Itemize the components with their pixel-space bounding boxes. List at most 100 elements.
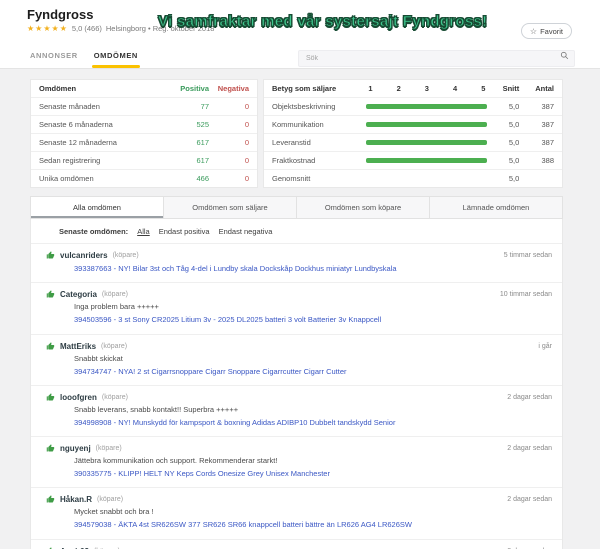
rating-bar [366, 122, 488, 127]
row-label: Senaste 12 månaderna [39, 138, 117, 147]
review-timestamp: 5 timmar sedan [503, 252, 552, 259]
review-role: (köpare) [94, 548, 120, 549]
feedback-summary-table: Omdömen Positiva Negativa Senaste månade… [30, 79, 258, 188]
rating-scale: 1 2 3 4 5 [366, 84, 487, 93]
rating-row: Objektsbeskrivning 5,0 387 [264, 97, 562, 115]
thumbs-up-icon [46, 290, 55, 298]
tab-omdomen-som-kopare[interactable]: Omdömen som köpare [297, 196, 430, 219]
table-row: Senaste 12 månaderna 617 0 [31, 133, 257, 151]
review-item: Categoria (köpare) Inga problem bara +++… [31, 282, 562, 333]
rating-label: Kommunikation [272, 120, 324, 129]
scale-1: 1 [368, 84, 373, 93]
review-item-link[interactable]: 394998908 - NY! Munskydd för kampsport &… [74, 417, 396, 427]
search-input[interactable] [298, 50, 575, 67]
col-positiva: Positiva [180, 84, 209, 93]
rating-row: Kommunikation 5,0 387 [264, 115, 562, 133]
favorite-button-label: Favorit [540, 26, 563, 36]
ratings-footer-row: Genomsnitt 5,0 [264, 169, 562, 187]
review-username[interactable]: looofgren [60, 392, 97, 402]
rating-row: Leveranstid 5,0 387 [264, 133, 562, 151]
col-negativa: Negativa [217, 84, 249, 93]
review-username[interactable]: Anci-63 [60, 547, 89, 549]
review-username[interactable]: nguyenj [60, 444, 91, 453]
shipping-banner: Vi samfraktar med vår systersajt Fyndgro… [158, 13, 488, 31]
rating-count: 387 [541, 120, 554, 129]
review-item: Anci-63 (köpare) Snabb leverans! 3951269… [31, 538, 562, 549]
location-registered: Helsingborg • Reg. oktober 2018 [105, 24, 215, 33]
rating-summary: 5,0 (466) [71, 24, 102, 33]
positive-count: 617 [196, 156, 209, 165]
thumbs-up-icon [46, 251, 55, 259]
rating-bar [366, 140, 488, 145]
profile-header: Fyndgross ★★★★★ 5,0 (466) Helsingborg • … [0, 0, 600, 42]
positive-count: 466 [196, 174, 209, 183]
positive-count: 617 [196, 138, 209, 147]
thumbs-up-icon [46, 495, 55, 503]
review-comment: Inga problem bara +++++ [74, 302, 159, 312]
row-label: Unika omdömen [39, 174, 94, 183]
tab-omdomen[interactable]: OMDÖMEN [91, 50, 141, 68]
review-comment: Jättebra kommunikation och support. Reko… [74, 456, 278, 465]
review-role: (köpare) [112, 252, 139, 259]
review-username[interactable]: MattEriks [60, 341, 97, 351]
thumbs-up-icon [46, 341, 55, 349]
review-username[interactable]: Håkan.R [60, 495, 93, 505]
review-item-link[interactable]: 394579038 - ÄKTA 4st SR626SW 377 SR626 S… [74, 520, 412, 530]
rating-avg: 5,0 [508, 120, 520, 129]
review-timestamp: i går [538, 342, 552, 350]
average-value: 5,0 [508, 174, 520, 183]
review-username[interactable]: Categoria [60, 290, 97, 300]
review-role: (köpare) [95, 445, 122, 452]
review-username[interactable]: vulcanriders [60, 251, 108, 260]
rating-row: Fraktkostnad 5,0 388 [264, 151, 562, 169]
review-head: Håkan.R (köpare) [46, 495, 552, 504]
filter-endast-negativa[interactable]: Endast negativa [218, 227, 273, 236]
review-head: looofgren (köpare) [46, 393, 552, 402]
stats-cards: Omdömen Positiva Negativa Senaste månade… [30, 79, 563, 188]
thumbs-up-icon [46, 393, 55, 401]
col-antal: Antal [535, 84, 554, 93]
row-label: Sedan registrering [39, 156, 101, 165]
thumbs-up-icon [48, 546, 52, 549]
filter-endast-positiva[interactable]: Endast positiva [158, 227, 210, 236]
ratings-title: Betyg som säljare [272, 84, 337, 93]
review-head: nguyenj (köpare) [46, 444, 552, 453]
tab-annonser[interactable]: ANNONSER [30, 50, 78, 60]
negative-count: 0 [244, 102, 249, 111]
tab-alla-omdomen[interactable]: Alla omdömen [30, 196, 164, 219]
positive-count: 77 [200, 102, 209, 111]
rating-count: 388 [541, 156, 554, 165]
review-item: Håkan.R (köpare) Mycket snabbt och bra !… [31, 487, 562, 538]
star-outline-icon: ☆ [529, 26, 538, 36]
rating-label: Leveranstid [272, 138, 311, 147]
rating-stars-icon: ★★★★★ [27, 24, 68, 33]
rating-count: 387 [541, 102, 554, 111]
positive-count: 525 [196, 120, 209, 129]
review-timestamp: 2 dagar sedan [507, 445, 552, 452]
review-list: Senaste omdömen: Alla Endast positiva En… [30, 219, 563, 549]
review-item: looofgren (köpare) Snabb leverans, snabb… [31, 384, 562, 436]
tab-lamnade-omdomen[interactable]: Lämnade omdömen [430, 196, 563, 219]
rating-avg: 5,0 [508, 102, 520, 111]
page-title: Fyndgross [27, 7, 94, 22]
review-item-link[interactable]: 394734747 - NYA! 2 st Cigarrsnoppare Cig… [74, 366, 347, 376]
rating-avg: 5,0 [508, 156, 520, 165]
review-item-link[interactable]: 394503596 - 3 st Sony CR2025 Litium 3v -… [74, 315, 382, 325]
filter-alla[interactable]: Alla [137, 227, 150, 236]
filter-label: Senaste omdömen: [59, 227, 129, 236]
col-snitt: Snitt [502, 84, 520, 93]
main-content: Omdömen Positiva Negativa Senaste månade… [0, 69, 600, 549]
review-item-link[interactable]: 393387663 - NY! Bilar 3st och Tåg 4-del … [74, 264, 397, 273]
rating-bar [366, 158, 488, 163]
negative-count: 0 [244, 174, 249, 183]
scale-2: 2 [396, 84, 401, 93]
review-item: vulcanriders (köpare) 393387663 - NY! Bi… [31, 243, 562, 282]
review-head: MattEriks (köpare) [46, 342, 552, 351]
thumbs-up-icon [46, 444, 55, 452]
favorite-button[interactable]: ☆ Favorit [520, 23, 572, 39]
tab-omdomen-som-saljare[interactable]: Omdömen som säljare [164, 196, 297, 219]
review-item-link[interactable]: 390335775 - KLIPP! HELT NY Keps Cords On… [74, 469, 330, 478]
rating-count: 387 [541, 138, 554, 147]
rating-label: Objektsbeskrivning [272, 102, 336, 111]
review-timestamp: 10 timmar sedan [499, 291, 552, 299]
